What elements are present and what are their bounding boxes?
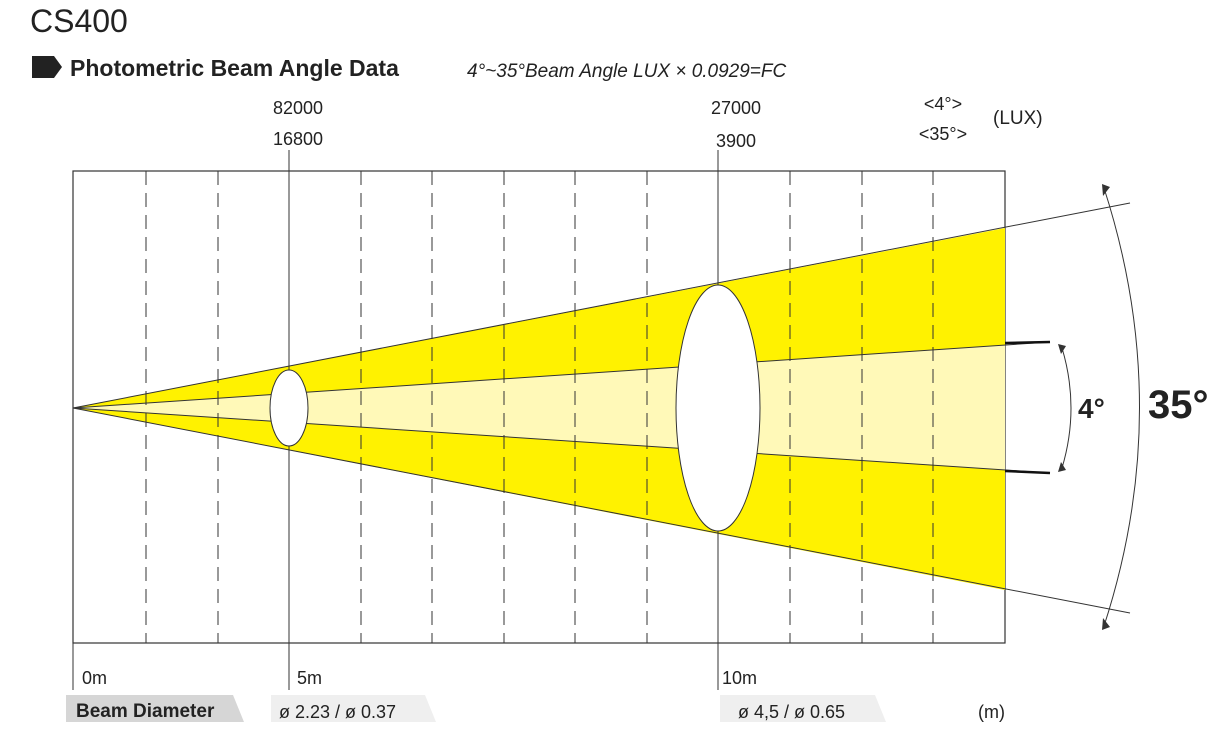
legend-wide: <35°> (919, 124, 967, 144)
distance: 10m (722, 668, 757, 688)
title: CS400 (30, 3, 128, 39)
lux-narrow: 82000 (273, 98, 323, 118)
diameter: ø 2.23 / ø 0.37 (279, 702, 396, 722)
beam-diameter-label: Beam Diameter (76, 701, 215, 722)
lux-narrow: 27000 (711, 98, 761, 118)
heading: Photometric Beam Angle Data (70, 55, 399, 81)
diameter: ø 4,5 / ø 0.65 (738, 702, 845, 722)
note: 4°~35°Beam Angle LUX × 0.0929=FC (467, 61, 787, 82)
legend-unit: (LUX) (993, 108, 1043, 129)
heading-icon (32, 56, 62, 78)
value-box (720, 695, 886, 722)
distance: 5m (297, 668, 322, 688)
distance-unit: (m) (978, 702, 1005, 722)
beam-drawing (72, 150, 1140, 690)
label-box (66, 695, 244, 722)
value-box (271, 695, 436, 722)
legend-narrow: <4°> (924, 94, 962, 114)
lux-wide: 16800 (273, 129, 323, 149)
distance: 0m (82, 668, 107, 688)
angle-narrow: 4° (1078, 393, 1105, 424)
lux-wide: 3900 (716, 131, 756, 151)
angle-wide: 35° (1148, 383, 1209, 427)
